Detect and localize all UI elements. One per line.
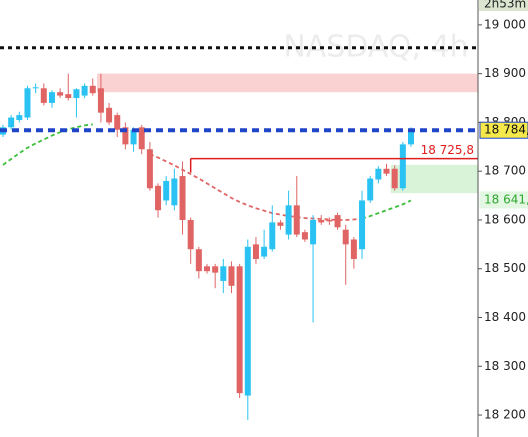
candle-body bbox=[220, 266, 227, 281]
candle-body bbox=[57, 92, 64, 96]
candle-body bbox=[122, 127, 129, 145]
y-tick-label: 18 200 bbox=[484, 408, 526, 422]
candle-body bbox=[277, 222, 284, 226]
moving-average bbox=[361, 199, 412, 220]
candle-body bbox=[408, 130, 414, 145]
candle-body bbox=[48, 92, 55, 103]
candle-body bbox=[163, 180, 170, 201]
line-label: 18 725,8 bbox=[421, 143, 474, 157]
candle-body bbox=[65, 94, 72, 99]
y-tick-label: 18 700 bbox=[484, 164, 526, 178]
candle-body bbox=[81, 85, 88, 96]
candle-body bbox=[261, 246, 268, 257]
candle-body bbox=[318, 219, 325, 223]
candle-body bbox=[195, 249, 202, 272]
candle-body bbox=[89, 85, 96, 94]
y-tick-label: 18 900 bbox=[484, 66, 526, 80]
moving-average bbox=[2, 123, 93, 166]
candle-body bbox=[155, 185, 162, 211]
y-tick-label: 18 300 bbox=[484, 359, 526, 373]
price-tag: 18 784, bbox=[484, 123, 528, 137]
candle-body bbox=[375, 168, 382, 180]
candle-body bbox=[252, 244, 259, 259]
candle-body bbox=[40, 88, 47, 103]
candle-body bbox=[342, 229, 349, 245]
candle-body bbox=[236, 266, 243, 394]
y-tick-label: 18 500 bbox=[484, 261, 526, 275]
candle-body bbox=[114, 115, 121, 130]
candle-body bbox=[212, 266, 219, 273]
y-tick-label: 19 000 bbox=[484, 17, 526, 31]
moving-average bbox=[149, 153, 363, 221]
candle-body bbox=[367, 178, 374, 201]
candle-body bbox=[106, 107, 113, 123]
candle-body bbox=[285, 205, 292, 235]
price-tag: 18 641, bbox=[484, 192, 528, 206]
candle-body bbox=[269, 222, 276, 250]
zone bbox=[96, 73, 479, 93]
candle-body bbox=[334, 215, 341, 228]
y-tick-label: 18 400 bbox=[484, 310, 526, 324]
candle-body bbox=[383, 168, 390, 174]
price-tag-bg bbox=[479, 121, 528, 139]
candle-body bbox=[130, 129, 137, 145]
timer: 2h53m bbox=[484, 0, 526, 11]
y-tick-label: 18 600 bbox=[484, 212, 526, 226]
candle-body bbox=[179, 176, 186, 220]
candle-body bbox=[146, 149, 153, 189]
price-tag-bg bbox=[479, 191, 528, 209]
candle-body bbox=[399, 144, 406, 189]
candle-body bbox=[16, 115, 23, 120]
candle-body bbox=[310, 219, 317, 245]
candle-body bbox=[187, 219, 194, 250]
candle-body bbox=[391, 168, 398, 189]
candle-body bbox=[228, 266, 235, 286]
candle-body bbox=[301, 232, 308, 240]
candle-body bbox=[24, 88, 31, 118]
candle-body bbox=[244, 246, 251, 396]
candle-body bbox=[32, 87, 39, 89]
candle-body bbox=[8, 117, 15, 128]
candle-body bbox=[359, 200, 366, 250]
candle-body bbox=[350, 239, 357, 259]
candle-body bbox=[97, 88, 104, 113]
candle-body bbox=[293, 205, 300, 235]
candle-body bbox=[138, 127, 145, 150]
candle-body bbox=[171, 178, 178, 206]
candle-body bbox=[204, 266, 210, 272]
candle-body bbox=[326, 219, 333, 222]
candle-body bbox=[73, 89, 80, 99]
timer-bg bbox=[479, 0, 528, 11]
plot-layer bbox=[0, 46, 479, 420]
